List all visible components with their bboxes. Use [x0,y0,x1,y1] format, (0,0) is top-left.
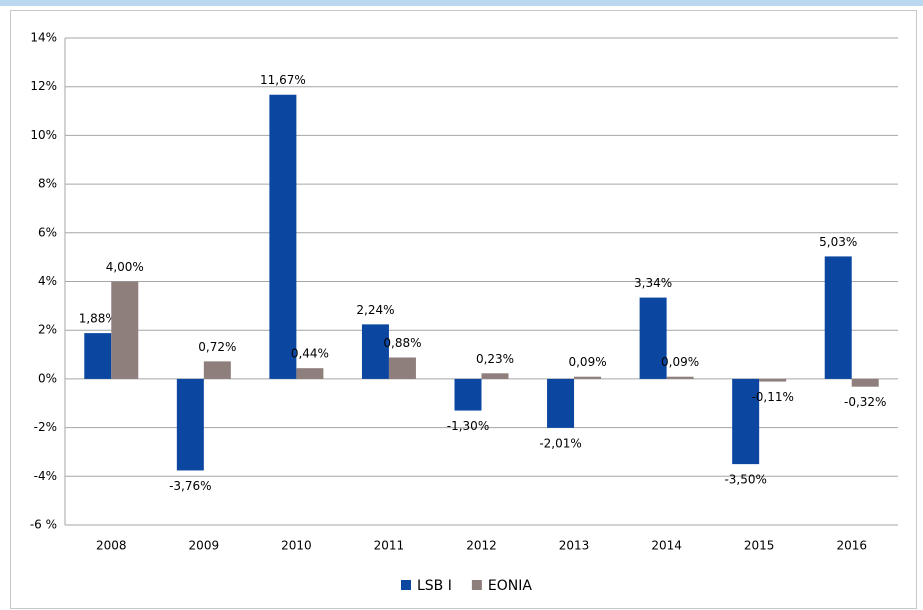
y-tick-label: -4% [34,469,57,483]
value-label: 4,00% [106,260,144,274]
y-tick-label: 14% [30,31,57,45]
bar [851,378,879,387]
value-label: 0,44% [291,347,329,361]
value-label: -0,11% [751,390,793,404]
legend-label: EONIA [488,578,532,594]
bar [732,378,760,465]
value-label: 3,34% [634,276,672,290]
bar [824,256,852,379]
x-tick-label: 2013 [559,539,590,553]
y-tick-label: 6% [38,225,57,239]
chart-frame [10,10,917,609]
bar [361,324,389,379]
value-label: 11,67% [260,73,306,87]
y-tick-label: -2% [34,420,57,434]
x-tick-label: 2012 [466,539,497,553]
x-tick-label: 2014 [651,539,682,553]
value-label: 1,88% [79,312,117,326]
bar [203,361,231,379]
bar [639,297,667,379]
bar [269,94,297,379]
value-label: -3,50% [724,473,766,487]
x-tick-label: 2015 [744,539,775,553]
bar [547,378,575,428]
value-label: 2,24% [356,303,394,317]
value-label: 0,09% [661,355,699,369]
value-label: -3,76% [169,479,211,493]
value-label: 0,23% [476,352,514,366]
value-label: 0,72% [198,340,236,354]
x-tick-label: 2016 [836,539,867,553]
bar [388,357,416,379]
y-tick-label: 0% [38,371,57,385]
bar [84,333,112,379]
value-label: 0,88% [383,336,421,350]
bar [296,368,324,379]
bar [176,378,204,471]
y-tick-label: 4% [38,274,57,288]
legend-label: LSB I [417,578,452,594]
bar [759,378,787,382]
value-label: -0,32% [844,395,886,409]
bar [574,376,602,379]
value-label: 0,09% [568,355,606,369]
x-tick-label: 2010 [281,539,312,553]
bar [666,376,694,379]
y-tick-label: 10% [30,128,57,142]
value-label: 5,03% [819,235,857,249]
bar [111,281,139,379]
value-label: -1,30% [447,419,489,433]
x-tick-label: 2011 [374,539,405,553]
bar [481,373,509,379]
y-tick-label: 8% [38,177,57,191]
y-tick-label: 2% [38,323,57,337]
legend-swatch [471,580,482,590]
x-tick-label: 2008 [96,539,127,553]
top-border [0,0,923,6]
x-tick-label: 2009 [189,539,220,553]
legend-swatch [401,580,411,590]
value-label: -2,01% [539,436,581,450]
bar [454,378,482,411]
y-tick-label: -6 % [30,518,57,532]
y-tick-label: 12% [30,79,57,93]
